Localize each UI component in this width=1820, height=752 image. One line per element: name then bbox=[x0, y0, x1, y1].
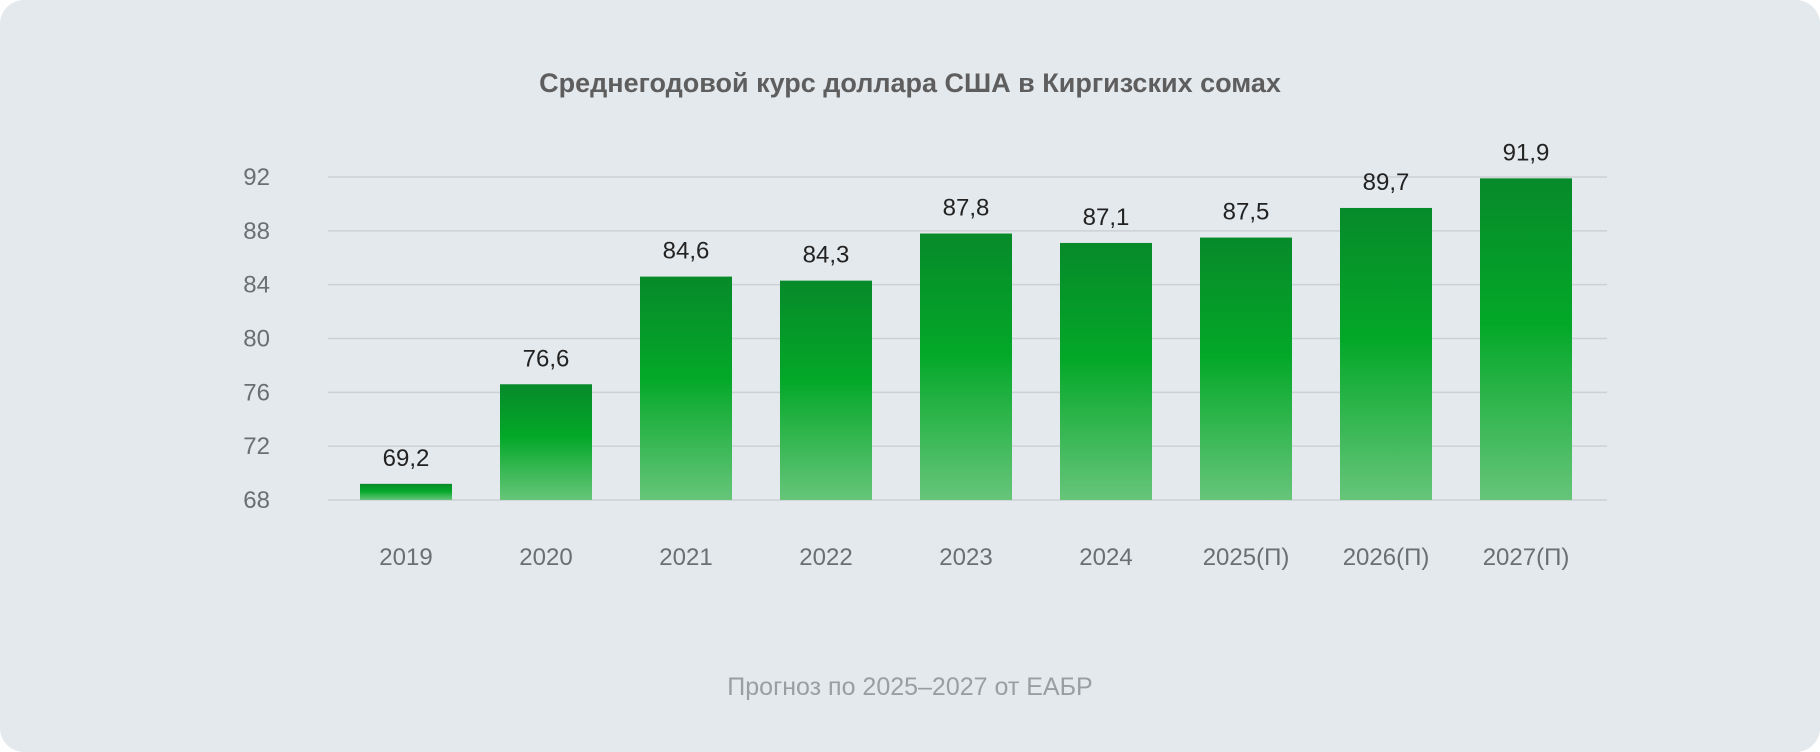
chart-footnote: Прогноз по 2025–2027 от ЕАБР bbox=[727, 673, 1093, 701]
data-label: 87,8 bbox=[943, 195, 990, 222]
x-tick-label: 2021 bbox=[659, 544, 712, 571]
data-label: 69,2 bbox=[383, 445, 430, 472]
bar bbox=[1060, 242, 1152, 500]
x-tick-label: 2022 bbox=[799, 544, 852, 571]
x-tick-label: 2023 bbox=[939, 544, 992, 571]
y-tick-label: 68 bbox=[243, 487, 270, 514]
chart-title: Среднегодовой курс доллара США в Киргизс… bbox=[539, 68, 1281, 98]
y-tick-label: 76 bbox=[243, 379, 270, 406]
y-tick-label: 88 bbox=[243, 218, 270, 245]
x-tick-label: 2026(П) bbox=[1343, 544, 1430, 571]
x-tick-label: 2024 bbox=[1079, 544, 1132, 571]
bar bbox=[1340, 207, 1432, 500]
bar bbox=[500, 384, 592, 500]
data-label: 87,5 bbox=[1223, 199, 1270, 226]
y-tick-label: 72 bbox=[243, 433, 270, 460]
data-label: 87,1 bbox=[1083, 204, 1130, 231]
y-tick-label: 92 bbox=[243, 164, 270, 191]
x-tick-label: 2020 bbox=[519, 544, 572, 571]
bar bbox=[920, 233, 1012, 500]
y-tick-label: 84 bbox=[243, 272, 270, 299]
data-label: 84,3 bbox=[803, 242, 850, 269]
data-label: 76,6 bbox=[523, 345, 570, 372]
data-label: 89,7 bbox=[1363, 169, 1410, 196]
bar bbox=[360, 483, 452, 500]
bar bbox=[640, 276, 732, 500]
bar bbox=[780, 280, 872, 500]
y-tick-label: 80 bbox=[243, 326, 270, 353]
bar bbox=[1480, 178, 1572, 501]
data-label: 84,6 bbox=[663, 238, 710, 265]
bar bbox=[1200, 237, 1292, 500]
x-tick-label: 2025(П) bbox=[1203, 544, 1290, 571]
data-label: 91,9 bbox=[1503, 139, 1550, 166]
x-tick-label: 2019 bbox=[379, 544, 432, 571]
x-tick-label: 2027(П) bbox=[1483, 544, 1570, 571]
